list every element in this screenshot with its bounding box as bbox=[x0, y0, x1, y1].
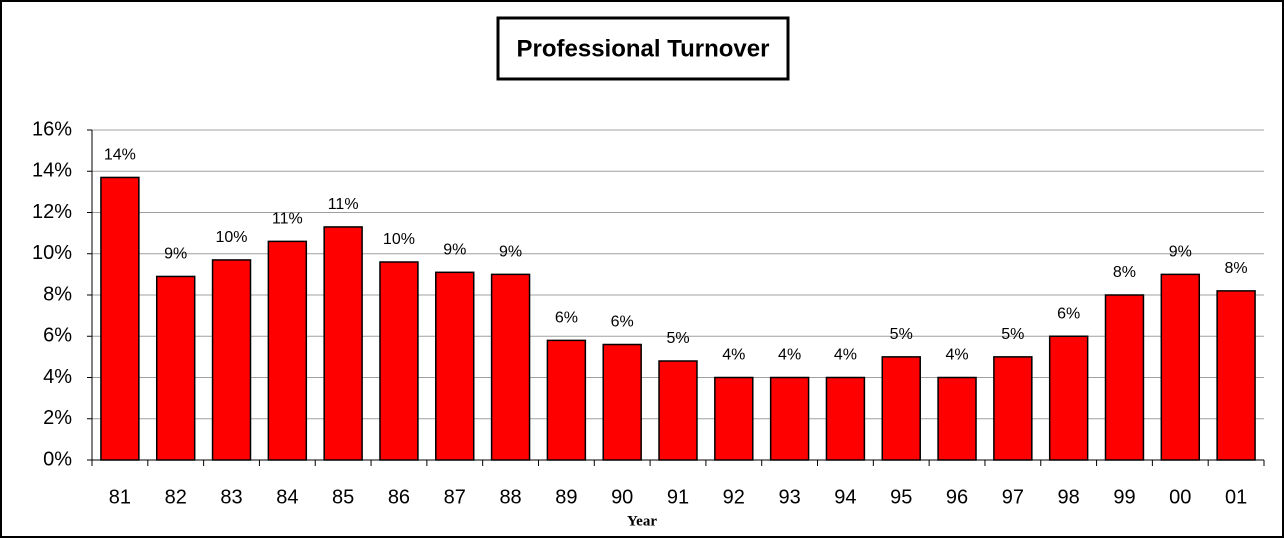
data-label: 4% bbox=[722, 347, 745, 364]
bar bbox=[993, 356, 1033, 461]
bar bbox=[658, 360, 698, 461]
y-tick-label: 4% bbox=[43, 366, 72, 388]
data-label: 8% bbox=[1225, 260, 1248, 277]
x-tick-label: 93 bbox=[778, 486, 800, 508]
bar bbox=[490, 273, 531, 461]
x-tick-label: 01 bbox=[1225, 486, 1247, 508]
bar bbox=[1048, 335, 1089, 461]
bar bbox=[435, 271, 475, 461]
data-label: 5% bbox=[1001, 326, 1024, 343]
x-tick-label: 85 bbox=[332, 486, 354, 508]
x-tick-label: 81 bbox=[109, 486, 131, 508]
bar bbox=[1160, 273, 1201, 461]
x-tick-label: 86 bbox=[388, 486, 410, 508]
bar bbox=[1216, 290, 1256, 461]
data-label: 10% bbox=[383, 231, 415, 248]
bar bbox=[1104, 294, 1145, 461]
chart-title: Professional Turnover bbox=[517, 35, 770, 62]
bar bbox=[379, 261, 419, 461]
bar bbox=[546, 339, 587, 461]
bar bbox=[602, 343, 642, 461]
data-label: 9% bbox=[164, 246, 187, 263]
data-label: 9% bbox=[443, 242, 466, 259]
x-tick-label: 87 bbox=[444, 486, 466, 508]
bar bbox=[769, 376, 810, 461]
x-tick-label: 95 bbox=[890, 486, 912, 508]
x-tick-label: 94 bbox=[834, 486, 856, 508]
data-label: 9% bbox=[499, 244, 522, 261]
y-tick-label: 10% bbox=[32, 242, 72, 264]
y-tick-label: 8% bbox=[43, 283, 72, 305]
bar bbox=[155, 275, 196, 461]
data-label: 5% bbox=[890, 326, 913, 343]
data-label: 8% bbox=[1113, 264, 1136, 281]
x-tick-label: 89 bbox=[555, 486, 577, 508]
x-tick-label: 91 bbox=[667, 486, 689, 508]
x-tick-label: 98 bbox=[1058, 486, 1080, 508]
x-tick-label: 00 bbox=[1169, 486, 1191, 508]
x-tick-label: 88 bbox=[499, 486, 521, 508]
bar bbox=[323, 226, 363, 461]
x-tick-label: 82 bbox=[165, 486, 187, 508]
data-label: 9% bbox=[1169, 244, 1192, 261]
bar bbox=[825, 376, 866, 461]
data-label: 4% bbox=[945, 347, 968, 364]
data-label: 6% bbox=[611, 314, 634, 331]
data-label: 11% bbox=[328, 196, 359, 213]
data-label: 4% bbox=[834, 347, 857, 364]
y-tick-label: 6% bbox=[43, 325, 72, 347]
x-tick-label: 96 bbox=[946, 486, 968, 508]
y-tick-label: 16% bbox=[32, 118, 72, 140]
y-tick-label: 2% bbox=[43, 407, 72, 429]
data-label: 6% bbox=[1057, 305, 1080, 322]
data-label: 5% bbox=[666, 330, 689, 347]
data-label: 14% bbox=[104, 147, 136, 164]
data-label: 4% bbox=[778, 347, 801, 364]
title-box bbox=[496, 16, 790, 81]
x-tick-label: 90 bbox=[611, 486, 633, 508]
bar bbox=[937, 376, 977, 461]
y-tick-label: 14% bbox=[32, 160, 72, 182]
bar bbox=[100, 176, 140, 461]
data-label: 10% bbox=[216, 229, 248, 246]
bar bbox=[881, 356, 921, 461]
bar bbox=[267, 240, 308, 461]
x-tick-label: 99 bbox=[1113, 486, 1135, 508]
x-tick-label: 97 bbox=[1002, 486, 1024, 508]
data-label: 11% bbox=[272, 211, 303, 228]
data-label: 6% bbox=[555, 310, 578, 327]
x-axis-label: Year bbox=[627, 513, 657, 529]
x-tick-label: 84 bbox=[276, 486, 298, 508]
bar bbox=[714, 376, 754, 461]
y-tick-label: 12% bbox=[32, 201, 72, 223]
x-tick-label: 83 bbox=[220, 486, 242, 508]
bar bbox=[211, 259, 252, 461]
y-tick-label: 0% bbox=[43, 448, 72, 470]
x-tick-label: 92 bbox=[723, 486, 745, 508]
